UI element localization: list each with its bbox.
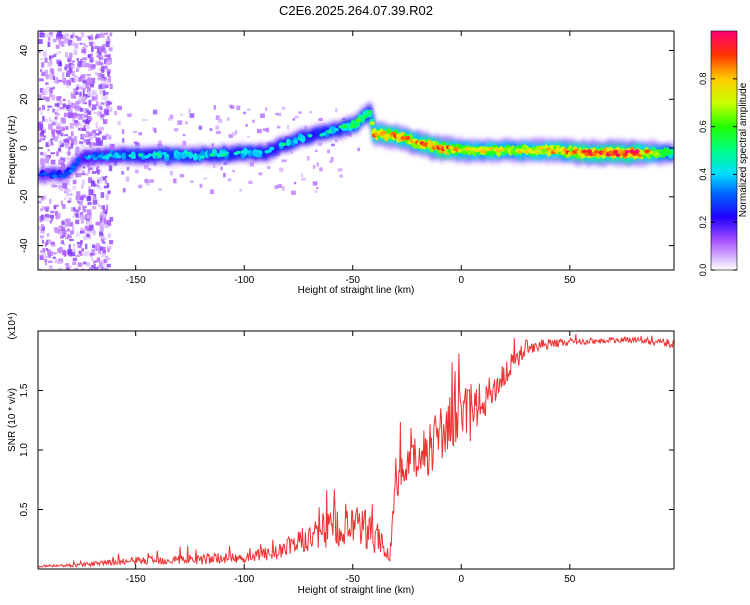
colorbar: 0.0 0.2 0.4 0.6 0.8 Normalized spectral ampl…: [698, 30, 749, 277]
y-tick-label: 20: [19, 93, 30, 105]
colorbar-tick-label: 0.6: [698, 120, 708, 133]
figure-title: C2E6.2025.264.07.39.R02: [279, 3, 433, 18]
colorbar-ticks: 0.0 0.2 0.4 0.6 0.8: [698, 73, 737, 277]
colorbar-tick-label: 0.8: [698, 73, 708, 86]
snr-y-ticks: 0.5 1.0 1.5: [19, 383, 674, 516]
spectrogram-ridge-layer: [38, 110, 674, 179]
y-tick-label: 40: [19, 45, 30, 57]
colorbar-tick-label: 0.0: [698, 264, 708, 277]
colorbar-gradient: [711, 31, 737, 270]
y-tick-label: 1.0: [19, 443, 30, 457]
x-tick-label: 0: [458, 275, 464, 286]
colorbar-tick-label: 0.2: [698, 216, 708, 229]
x-tick-label: 0: [458, 574, 464, 585]
x-tick-label: -50: [346, 574, 361, 585]
y-tick-label: -40: [19, 238, 30, 253]
colorbar-frame: [710, 30, 738, 271]
snr-x-label: Height of straight line (km): [298, 585, 415, 596]
spectrogram-y-ticks: -40 -20 0 20 40: [19, 45, 674, 253]
spectrogram-x-ticks: -150 -100 -50 0 50: [126, 31, 576, 286]
snr-series-line: [38, 334, 674, 569]
spectrogram-panel: -150 -100 -50 0 50 -40 -20 0 20 40 Height of str…: [7, 30, 675, 296]
x-tick-label: -100: [234, 574, 254, 585]
y-tick-label: 0: [19, 145, 30, 151]
colorbar-label: Normalized spectral amplitude: [738, 82, 749, 217]
y-tick-label: -20: [19, 189, 30, 204]
colorbar-tick-label: 0.4: [698, 168, 708, 181]
spectrogram-noise: [38, 31, 372, 270]
snr-scale-label: (x10⁴): [7, 312, 18, 339]
y-tick-label: 0.5: [19, 502, 30, 516]
x-tick-label: -150: [126, 574, 146, 585]
y-tick-label: 1.5: [19, 383, 30, 397]
spectrogram-image: [38, 31, 674, 270]
snr-background: [38, 331, 674, 569]
snr-x-ticks: -150 -100 -50 0 50: [126, 331, 576, 585]
x-tick-label: -100: [234, 275, 254, 286]
x-tick-label: 50: [564, 574, 576, 585]
snr-y-label: SNR (10 * v/v): [7, 388, 18, 452]
x-tick-label: -150: [126, 275, 146, 286]
spectrogram-frame: [37, 30, 675, 271]
x-tick-label: -50: [346, 275, 361, 286]
x-tick-label: 50: [564, 275, 576, 286]
spectrogram-x-label: Height of straight line (km): [298, 285, 415, 296]
snr-panel: -150 -100 -50 0 50 0.5 1.0 1.5 Height of strai…: [7, 312, 675, 596]
spectrogram-y-label: Frequency (Hz): [7, 116, 18, 185]
